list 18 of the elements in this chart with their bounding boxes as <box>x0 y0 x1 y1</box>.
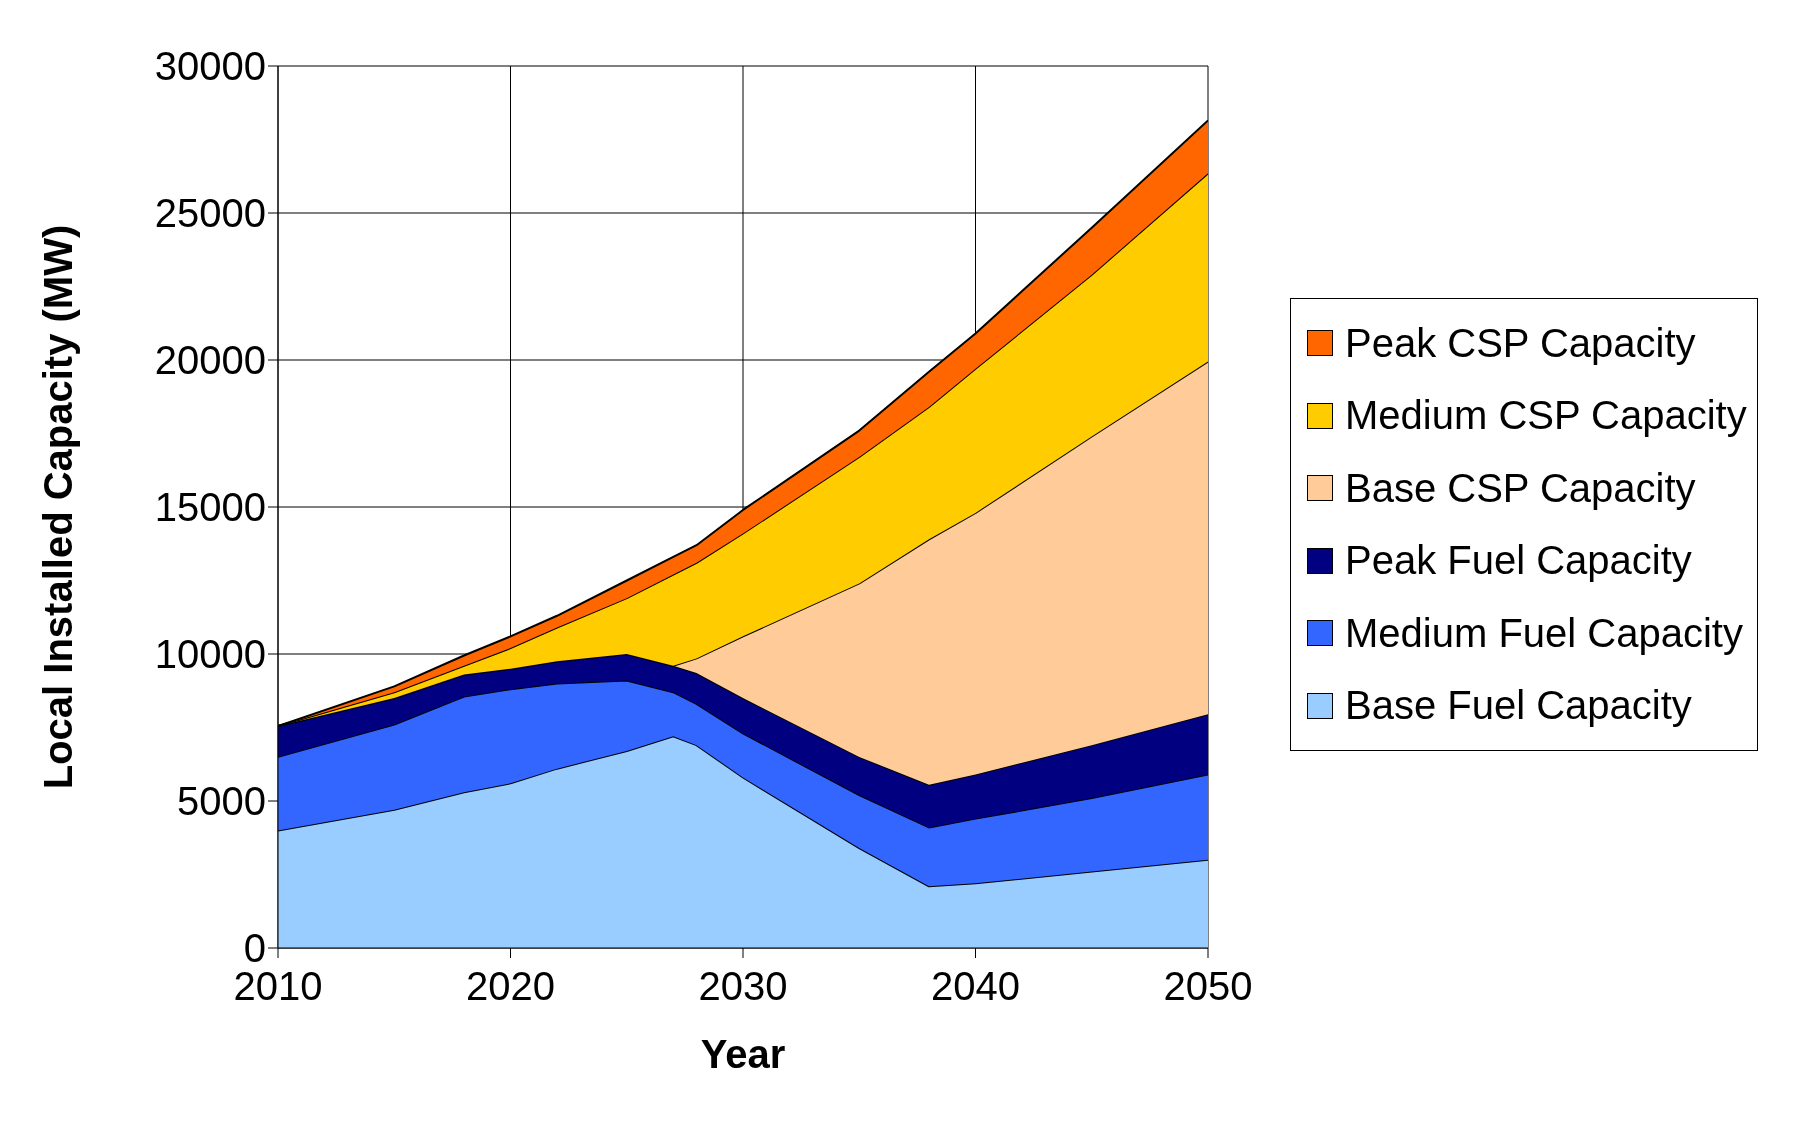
legend-label: Medium CSP Capacity <box>1345 393 1747 439</box>
legend-label: Base CSP Capacity <box>1345 465 1696 511</box>
y-tick-label: 30000 <box>154 44 266 89</box>
legend-label: Peak CSP Capacity <box>1345 320 1696 366</box>
legend-label: Base Fuel Capacity <box>1345 683 1692 729</box>
y-tick-label: 5000 <box>177 779 266 824</box>
y-tick-label: 15000 <box>154 485 266 530</box>
x-tick-label: 2050 <box>1163 964 1253 1009</box>
legend-label: Medium Fuel Capacity <box>1345 610 1743 656</box>
x-tick-label: 2030 <box>698 964 788 1009</box>
y-tick-label: 20000 <box>154 338 266 383</box>
x-tick-label: 2040 <box>931 964 1020 1009</box>
y-tick-label: 25000 <box>154 191 266 236</box>
x-axis-title: Year <box>700 1032 786 1076</box>
legend-label: Peak Fuel Capacity <box>1345 538 1692 584</box>
y-tick-label: 10000 <box>154 632 266 677</box>
y-axis-title: Local Installed Capacity (MW) <box>36 224 81 790</box>
x-tick-label: 2020 <box>466 964 555 1009</box>
